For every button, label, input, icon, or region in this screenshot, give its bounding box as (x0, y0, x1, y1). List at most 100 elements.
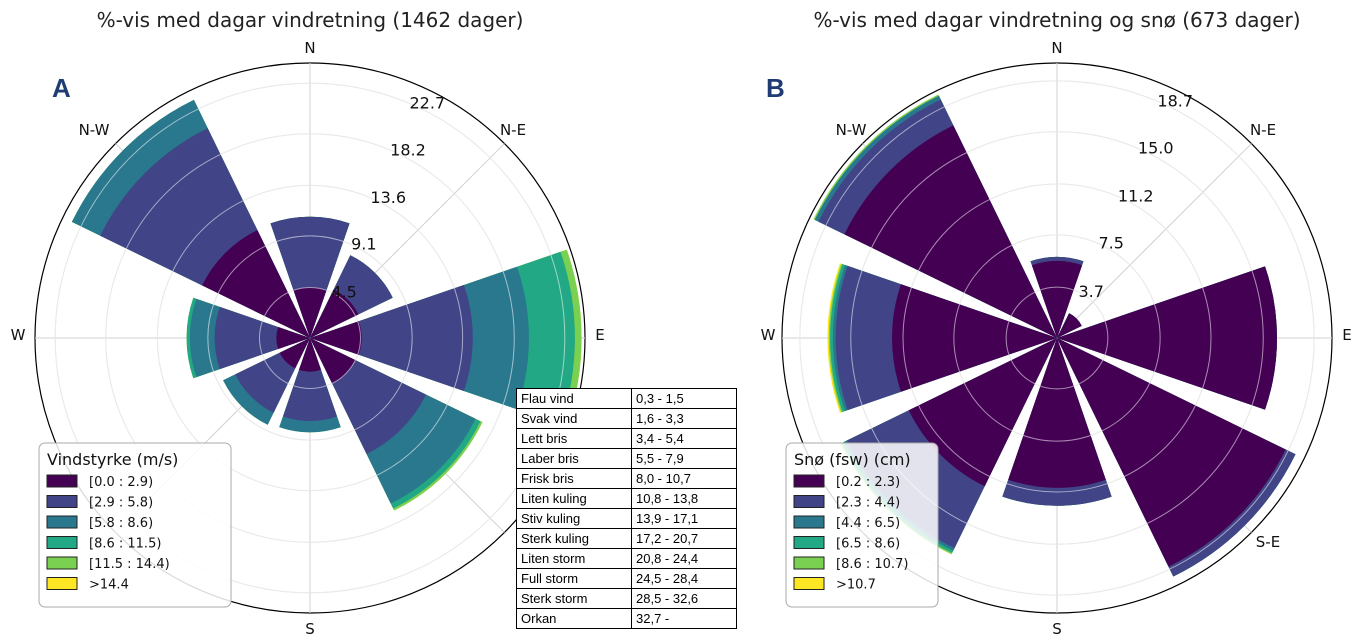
table-row: Stiv kuling 13,9 - 17,1 (516, 508, 737, 529)
beaufort-range-cell: 13,9 - 17,1 (631, 508, 737, 529)
beaufort-range-cell: 17,2 - 20,7 (631, 528, 737, 549)
legend-swatch (793, 474, 825, 488)
direction-label-n: N (1051, 39, 1062, 57)
legend-swatch (46, 577, 78, 590)
radial-tick-label: 15.0 (1138, 138, 1174, 157)
table-row: Full storm 24,5 - 28,4 (516, 568, 737, 589)
legend-entry: [8.6 : 10.7) (836, 557, 908, 572)
beaufort-name-cell: Full storm (516, 568, 632, 589)
legend-entry: [0.0 : 2.9) (89, 475, 153, 490)
direction-label-n: N (304, 39, 315, 57)
wedge-n-w-bin-0 (844, 125, 1057, 339)
grid-circle-overlay (258, 286, 362, 390)
table-row: Liten storm 20,8 - 24,4 (516, 548, 737, 569)
radial-tick-label: 3.7 (1078, 282, 1103, 301)
grid-circle-overlay (799, 80, 1315, 596)
radial-tick-label: 4.5 (331, 282, 356, 301)
windrose-panel-b: %-vis med dagar vindretning og snø (673 … (761, 8, 1352, 637)
wedge-w-bin-0 (892, 284, 1057, 392)
legend-entry: >10.7 (836, 578, 876, 593)
grid-circle-overlay (953, 234, 1161, 442)
legend-entry: [4.4 : 6.5) (836, 516, 900, 531)
panel-label: A (52, 73, 71, 103)
beaufort-name-cell: Sterk kuling (516, 528, 632, 549)
beaufort-name-cell: Orkan (516, 608, 632, 629)
legend-entry: >14.4 (89, 578, 129, 593)
direction-label-n-w: N-W (79, 121, 110, 139)
beaufort-name-cell: Svak vind (516, 408, 632, 429)
wedge-s-w-bin-0 (908, 338, 1057, 487)
wedge-e-bin-1 (310, 285, 473, 391)
wedge-e-bin-0 (1057, 266, 1277, 410)
beaufort-name-cell: Frisk bris (516, 468, 632, 489)
wedge-w-bin-1 (214, 306, 310, 370)
direction-label-n-e: N-E (1250, 121, 1276, 139)
windrose-panel-a: %-vis med dagar vindretning (1462 dager)… (11, 8, 605, 637)
grid-circle-overlay (850, 131, 1264, 545)
radial-tick-label: 18.2 (390, 140, 426, 159)
radial-tick-label: 13.6 (370, 188, 406, 207)
legend-entry: [2.9 : 5.8) (89, 496, 153, 511)
direction-label-n-e: N-E (500, 121, 526, 139)
wedge-n-w-bin-0 (202, 230, 310, 338)
beaufort-range-cell: 5,5 - 7,9 (631, 448, 737, 469)
wedge-n-bin-0 (293, 287, 327, 338)
grid-circle-overlay (105, 133, 515, 543)
beaufort-range-cell: 24,5 - 28,4 (631, 568, 737, 589)
legend: Snø (fsw) (cm) [0.2 : 2.3) [2.3 : 4.4) [4.4… (785, 442, 939, 608)
beaufort-range-cell: 3,4 - 5,4 (631, 428, 737, 449)
legend-entry: [11.5 : 14.4) (89, 557, 170, 572)
legend-title: Vindstyrke (m/s) (47, 450, 178, 469)
wedge-e-bin-0 (310, 321, 362, 355)
beaufort-range-cell: 28,5 - 32,6 (631, 588, 737, 609)
wedge-n-e-bin-0 (310, 289, 359, 338)
table-row: Sterk storm 28,5 - 32,6 (516, 588, 737, 609)
panel-label: B (766, 73, 785, 103)
grid-circle-overlay (207, 235, 413, 441)
legend-entry: [0.2 : 2.3) (836, 475, 900, 490)
wedge-n-bin-0 (1031, 260, 1083, 338)
direction-label-w: W (11, 326, 26, 344)
grid-circle-overlay (1005, 286, 1109, 390)
wedge-n-bin-1 (270, 216, 350, 338)
direction-label-s: S (305, 620, 315, 637)
beaufort-name-cell: Stiv kuling (516, 508, 632, 529)
direction-label-n-w: N-W (836, 121, 867, 139)
grid-spoke (1056, 143, 1252, 339)
direction-label-s-e: S-E (1256, 533, 1280, 551)
beaufort-name-cell: Liten storm (516, 548, 632, 569)
table-row: Frisk bris 8,0 - 10,7 (516, 468, 737, 489)
wedge-w-bin-0 (276, 327, 310, 349)
legend-swatch (793, 556, 825, 570)
beaufort-name-cell: Flau vind (516, 388, 632, 409)
direction-label-s: S (1052, 620, 1062, 637)
wedge-s-e-bin-0 (1057, 338, 1286, 567)
legend-swatch (46, 536, 78, 549)
beaufort-scale-table: Flau vind 0,3 - 1,5 Svak vind 1,6 - 3,3 Lett… (516, 388, 737, 629)
table-row: Svak vind 1,6 - 3,3 (516, 408, 737, 429)
wedge-s-bin-0 (1008, 338, 1106, 488)
legend-box (38, 442, 232, 608)
legend-swatch (46, 495, 78, 508)
legend-swatch (46, 556, 78, 570)
radial-tick-label: 11.2 (1118, 187, 1154, 206)
legend-entry: [8.6 : 11.5) (89, 537, 161, 552)
beaufort-range-cell: 1,6 - 3,3 (631, 408, 737, 429)
legend-title: Snø (fsw) (cm) (794, 450, 911, 469)
wedge-n-e-bin-0 (1057, 313, 1082, 338)
radial-tick-label: 9.1 (351, 235, 376, 254)
direction-label-w: W (761, 326, 776, 344)
beaufort-name-cell: Lett bris (516, 428, 632, 449)
wedge-s-bin-0 (299, 338, 321, 372)
table-row: Laber bris 5,5 - 7,9 (516, 448, 737, 469)
beaufort-range-cell: 20,8 - 24,4 (631, 548, 737, 569)
wedge-s-w-bin-0 (279, 338, 310, 369)
beaufort-range-cell: 0,3 - 1,5 (631, 388, 737, 409)
grid-circle-overlay (902, 183, 1212, 493)
beaufort-range-cell: 32,7 - (631, 608, 737, 629)
table-row: Flau vind 0,3 - 1,5 (516, 388, 737, 409)
radial-tick-label: 18.7 (1157, 91, 1193, 110)
beaufort-name-cell: Sterk storm (516, 588, 632, 609)
grid-circle-overlay (54, 82, 566, 594)
